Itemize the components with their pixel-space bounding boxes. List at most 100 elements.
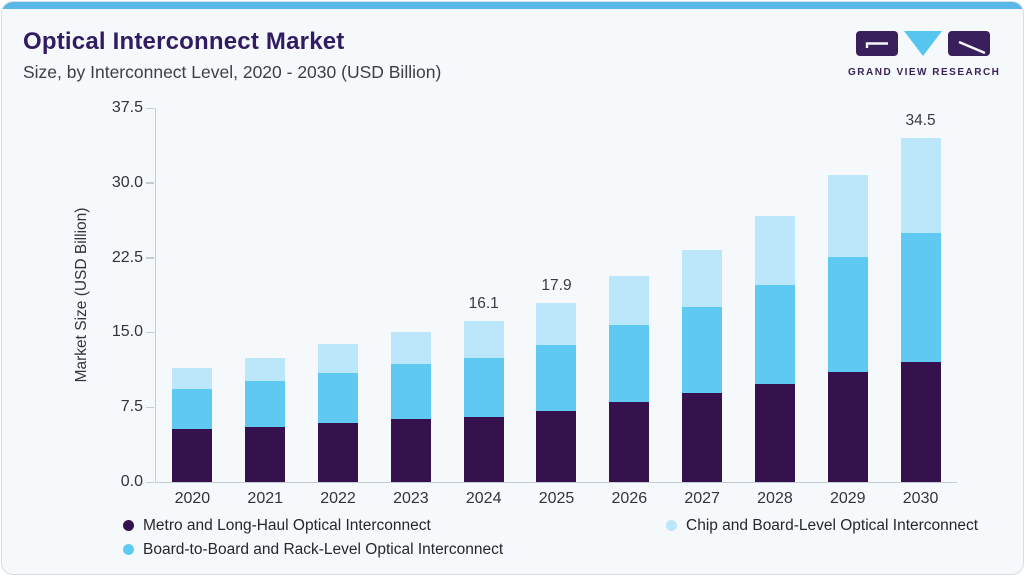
bar-slot-2024: 16.1 2024 (447, 108, 520, 507)
legend-swatch-board-icon (123, 544, 134, 555)
stacked-bar-2024 (463, 321, 504, 482)
bar-segment (900, 137, 941, 233)
legend-label: Chip and Board-Level Optical Interconnec… (686, 516, 979, 534)
bar-segment (754, 384, 795, 482)
bar-segment (390, 419, 431, 482)
stacked-bar-2025 (536, 303, 577, 482)
grand-view-research-logo: GRAND VIEW RESEARCH (848, 29, 1001, 78)
y-tick-mark (146, 257, 154, 259)
bar-segment (682, 393, 723, 482)
bar-segment (245, 427, 286, 482)
legend-label: Metro and Long-Haul Optical Interconnect (143, 516, 431, 534)
bar-segment (463, 321, 504, 359)
bar-segment (318, 373, 359, 424)
chart-subtitle: Size, by Interconnect Level, 2020 - 2030… (23, 62, 442, 82)
bar-segment (682, 249, 723, 308)
bar-slot-2023: 2023 (374, 108, 447, 507)
bar-segment (754, 215, 795, 285)
bar-segment (536, 303, 577, 346)
bar-slot-2021: 2021 (229, 108, 302, 507)
x-tick-label: 2022 (320, 490, 356, 507)
bar-segment (609, 275, 650, 326)
bar-segment (536, 411, 577, 482)
y-tick-label: 30.0 (111, 173, 143, 191)
bar-slot-2030: 34.5 2030 (884, 108, 957, 507)
bar-segment (609, 402, 650, 482)
y-tick-label: 7.5 (120, 398, 143, 416)
bar-segment (318, 344, 359, 374)
stacked-bar-2022 (318, 344, 359, 482)
bar-slot-2020: 2020 (156, 108, 229, 507)
chart-title: Optical Interconnect Market (23, 28, 345, 55)
bar-segment (827, 372, 868, 482)
bar-segment (390, 332, 431, 365)
bar-segment (245, 381, 286, 428)
bar-segment (463, 358, 504, 418)
x-tick-label: 2026 (611, 490, 648, 507)
gvr-logo-text: GRAND VIEW RESEARCH (848, 67, 1001, 78)
bar-slot-2026: 2026 (593, 108, 666, 507)
bar-total-label: 17.9 (541, 277, 572, 295)
stacked-bar-2021 (245, 358, 286, 482)
legend-swatch-chip-icon (666, 520, 677, 531)
bar-segment (245, 358, 286, 382)
bar-slot-2022: 2022 (302, 108, 375, 507)
stacked-bar-2028 (754, 215, 795, 482)
x-tick-label: 2020 (174, 490, 211, 507)
legend-item-chip-board-level: Chip and Board-Level Optical Interconnec… (666, 516, 978, 535)
x-tick-label: 2028 (757, 490, 793, 507)
x-tick-label: 2029 (829, 490, 866, 507)
bar-segment (827, 256, 868, 373)
bar-segment (536, 345, 577, 412)
y-tick-label: 15.0 (111, 323, 143, 341)
stacked-bar-2020 (172, 368, 213, 482)
y-axis-title: Market Size (USD Billion) (73, 207, 90, 383)
legend-item-metro-long-haul: Metro and Long-Haul Optical Interconnect (123, 516, 431, 535)
bar-segment (463, 417, 504, 482)
y-tick-mark (146, 481, 154, 483)
y-tick-label: 37.5 (111, 99, 143, 116)
chart-header: Optical Interconnect Market Size, by Int… (23, 28, 441, 83)
stacked-bar-2026 (609, 275, 650, 482)
bar-segment (172, 368, 213, 390)
bar-segment (390, 364, 431, 420)
bar-segment (609, 325, 650, 403)
legend-item-board-to-board-rack-level: Board-to-Board and Rack-Level Optical In… (123, 540, 503, 559)
bar-segment (754, 284, 795, 385)
bar-slot-2029: 2029 (811, 108, 884, 507)
bar-segment (172, 389, 213, 430)
y-tick-mark (146, 406, 154, 409)
stacked-bar-2023 (390, 332, 431, 482)
bar-segment (900, 362, 941, 482)
y-tick-label: 0.0 (120, 473, 143, 490)
bar-segment (900, 232, 941, 363)
bar-slot-2028: 2028 (739, 108, 812, 507)
bar-segment (318, 423, 359, 482)
bar-segment (827, 174, 868, 257)
stacked-bar-2027 (682, 249, 723, 482)
x-tick-label: 2025 (538, 490, 575, 507)
plot-area: 0.0 7.5 15.0 22.5 30.0 37.5 2020 2021 2022 2023 16… (112, 99, 957, 507)
bar-segment (172, 429, 213, 482)
legend-label: Board-to-Board and Rack-Level Optical In… (143, 540, 504, 558)
gvr-logo-icon (856, 31, 990, 56)
bar-total-label: 34.5 (905, 111, 936, 129)
card-top-accent-bar (2, 2, 1023, 9)
y-tick-mark (146, 331, 154, 334)
bar-total-label: 16.1 (468, 295, 499, 313)
x-tick-label: 2030 (902, 490, 939, 507)
stacked-bar-2029 (827, 174, 868, 482)
x-tick-label: 2027 (684, 490, 720, 507)
bar-segment (682, 307, 723, 394)
stacked-bar-2030 (900, 137, 941, 482)
x-tick-label: 2021 (247, 490, 284, 507)
y-tick-mark (146, 107, 154, 109)
y-tick-label: 22.5 (111, 248, 143, 266)
bar-slot-2025: 17.9 2025 (520, 108, 593, 507)
x-tick-label: 2024 (465, 490, 502, 507)
legend-swatch-metro-icon (123, 520, 134, 531)
bar-slot-2027: 2027 (666, 108, 739, 507)
y-tick-mark (146, 182, 154, 184)
x-tick-label: 2023 (393, 490, 429, 507)
